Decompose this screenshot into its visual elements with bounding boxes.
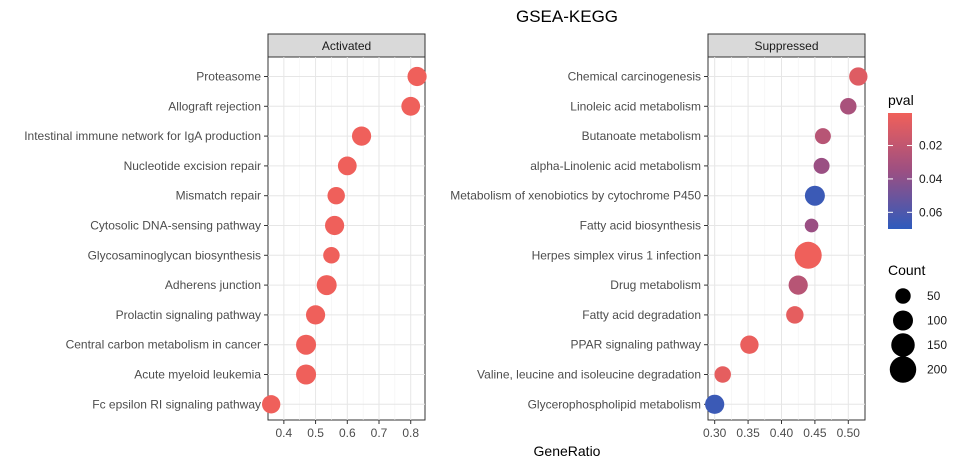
- x-tick-label: 0.30: [703, 426, 727, 440]
- data-point: [813, 157, 830, 174]
- y-tick-label: alpha-Linolenic acid metabolism: [530, 159, 701, 173]
- legend-pval-label: 0.02: [919, 139, 943, 153]
- y-tick-label: Fc epsilon RI signaling pathway: [92, 397, 261, 411]
- legend-count-key: [889, 356, 917, 383]
- y-tick-label: Mismatch repair: [176, 189, 261, 203]
- x-tick-label: 0.50: [837, 426, 861, 440]
- strip-label-activated: Activated: [322, 39, 371, 53]
- y-tick-label: Valine, leucine and isoleucine degradati…: [477, 368, 701, 382]
- x-tick-label: 0.45: [803, 426, 827, 440]
- legend-pval-ticks: 0.02 0.04 0.06: [888, 139, 943, 219]
- grid-activated: [268, 57, 425, 420]
- plot-area-suppressed: [707, 56, 866, 421]
- points-activated: [261, 66, 427, 414]
- data-point: [351, 126, 372, 146]
- x-tick-label: 0.35: [736, 426, 760, 440]
- y-tick-label: Chemical carcinogenesis: [568, 70, 701, 84]
- legend-count-key: [895, 288, 911, 304]
- y-tick-label: Fatty acid degradation: [582, 308, 701, 322]
- y-tick-label: Butanoate metabolism: [582, 129, 701, 143]
- x-ticks-suppressed: 0.30 0.35 0.40 0.45 0.50: [703, 420, 860, 440]
- y-tick-label: Acute myeloid leukemia: [134, 368, 261, 382]
- data-point: [327, 186, 345, 205]
- data-point: [705, 394, 725, 414]
- x-axis-title: GeneRatio: [534, 443, 601, 459]
- data-point: [296, 334, 317, 355]
- legend-count-keys: 50 100 150 200: [889, 288, 947, 383]
- data-point: [305, 305, 326, 325]
- y-tick-label: Metabolism of xenobiotics by cytochrome …: [450, 189, 701, 203]
- legend-count-label: 200: [927, 363, 947, 377]
- y-tick-label: Herpes simplex virus 1 infection: [532, 248, 701, 262]
- panel-activated: Activated Proteasome Allograft rejection I…: [24, 33, 427, 440]
- legend-pval-label: 0.04: [919, 172, 943, 186]
- y-tick-label: Fatty acid biosynthesis: [580, 219, 701, 233]
- legend-pval-label: 0.06: [919, 205, 943, 219]
- y-labels-activated: Proteasome Allograft rejection Intestinal …: [24, 70, 268, 411]
- legend-count: Count 50 100 150 200: [888, 262, 947, 383]
- plot-area-activated: [267, 56, 426, 421]
- legend-pval-title: pval: [888, 92, 914, 108]
- data-point: [804, 185, 825, 206]
- data-point: [323, 247, 340, 264]
- y-labels-suppressed: Chemical carcinogenesis Linoleic acid met…: [450, 70, 708, 411]
- y-tick-label: Proteasome: [196, 70, 261, 84]
- legend-count-label: 50: [927, 289, 941, 303]
- y-tick-label: PPAR signaling pathway: [570, 338, 701, 352]
- grid-suppressed: [708, 57, 865, 420]
- y-tick-label: Nucleotide excision repair: [124, 159, 261, 173]
- legend-count-title: Count: [888, 262, 925, 278]
- y-tick-label: Adherens junction: [165, 278, 261, 292]
- data-point: [814, 128, 831, 145]
- y-tick-label: Linoleic acid metabolism: [570, 99, 701, 113]
- x-tick-label: 0.4: [276, 426, 293, 440]
- legend-pval: pval 0.02 0.04 0.06: [888, 92, 943, 229]
- x-tick-label: 0.7: [371, 426, 388, 440]
- y-tick-label: Prolactin signaling pathway: [116, 308, 261, 322]
- legend-count-label: 150: [927, 338, 947, 352]
- legend-count-label: 100: [927, 314, 947, 328]
- x-tick-label: 0.6: [339, 426, 356, 440]
- y-tick-label: Central carbon metabolism in cancer: [66, 338, 261, 352]
- data-point: [325, 215, 345, 236]
- data-point: [740, 335, 759, 354]
- points-suppressed: [705, 67, 868, 414]
- y-tick-label: Cytosolic DNA-sensing pathway: [90, 219, 261, 233]
- legend-count-key: [891, 333, 915, 357]
- data-point: [840, 98, 857, 115]
- legend-pval-colorbar: [888, 113, 912, 229]
- data-point: [788, 275, 808, 295]
- data-point: [804, 218, 819, 233]
- data-point: [401, 96, 421, 116]
- data-point: [337, 156, 357, 176]
- y-tick-label: Glycosaminoglycan biosynthesis: [88, 248, 261, 262]
- data-point: [849, 67, 868, 86]
- data-point: [261, 395, 281, 414]
- x-ticks-activated: 0.4 0.5 0.6 0.7 0.8: [276, 420, 419, 440]
- x-tick-label: 0.8: [402, 426, 419, 440]
- data-point: [794, 241, 822, 269]
- chart-title: GSEA-KEGG: [516, 7, 618, 26]
- strip-label-suppressed: Suppressed: [754, 39, 818, 53]
- y-tick-label: Allograft rejection: [168, 99, 261, 113]
- y-tick-label: Glycerophospholipid metabolism: [528, 397, 701, 411]
- x-tick-label: 0.40: [770, 426, 794, 440]
- data-point: [316, 275, 337, 296]
- data-point: [407, 66, 427, 87]
- data-point: [786, 306, 804, 324]
- data-point: [714, 366, 731, 383]
- legend-count-key: [893, 310, 913, 331]
- y-tick-label: Drug metabolism: [610, 278, 701, 292]
- data-point: [296, 364, 317, 385]
- panel-suppressed: Suppressed Chemical carcinogenesis Linole…: [450, 33, 868, 440]
- y-tick-label: Intestinal immune network for IgA produc…: [24, 129, 261, 143]
- x-tick-label: 0.5: [307, 426, 324, 440]
